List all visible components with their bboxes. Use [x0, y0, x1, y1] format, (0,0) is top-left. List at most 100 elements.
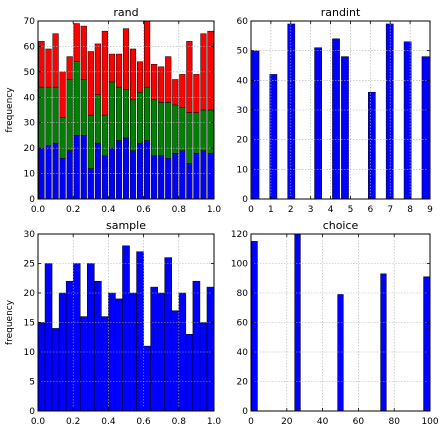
- bar-rand-3-s0: [59, 158, 66, 200]
- bar-randint-19: [421, 56, 430, 200]
- ytick-label-rand-1: 10: [24, 170, 36, 180]
- bar-rand-13-s0: [129, 150, 137, 200]
- axes-frame-rand: [37, 20, 215, 200]
- bar-sample-13: [129, 292, 137, 412]
- bar-rand-14-s2: [137, 61, 144, 93]
- bar-rand-22-s2: [193, 74, 200, 113]
- y-axis-label-sample: frequency: [5, 299, 15, 345]
- bar-rand-20-s0: [179, 150, 186, 200]
- bar-sample-8: [94, 280, 102, 412]
- bar-rand-16-s2: [151, 63, 158, 101]
- bar-rand-15-s2: [144, 20, 151, 88]
- ytick-label-rand-6: 60: [24, 42, 36, 52]
- bar-rand-15-s0: [144, 140, 151, 200]
- bar-rand-17-s0: [158, 155, 165, 200]
- bar-rand-12-s1: [122, 89, 130, 139]
- bar-rand-17-s1: [158, 102, 165, 157]
- bar-rand-9-s0: [101, 155, 108, 200]
- bar-rand-10-s1: [108, 81, 115, 149]
- bar-rand-8-s1: [94, 94, 101, 144]
- bar-rand-4-s1: [66, 79, 73, 151]
- bar-rand-8-s0: [94, 142, 101, 200]
- bar-rand-0-s1: [38, 86, 45, 149]
- bar-randint-0: [251, 50, 260, 200]
- bar-sample-11: [115, 298, 123, 412]
- ytick-label-rand-3: 30: [24, 119, 36, 129]
- panel-choice: 0 20 40 60 80 100 0 20 40 60 80 100 120 choice: [231, 219, 439, 427]
- ytick-label-choice-5: 100: [231, 260, 248, 270]
- ytick-label-rand-5: 50: [24, 68, 36, 78]
- xtick-label-randint-7: 7: [387, 205, 393, 215]
- bar-rand-24-s0: [207, 152, 214, 200]
- bar-rand-19-s0: [172, 152, 179, 200]
- bar-choice-18: [380, 273, 387, 412]
- bar-rand-22-s1: [193, 112, 200, 154]
- ytick-label-sample-0: 0: [29, 407, 35, 417]
- bar-sample-4: [65, 280, 74, 412]
- bar-sample-18: [164, 257, 173, 412]
- bar-rand-1-s1: [45, 86, 52, 146]
- bar-rand-0-s2: [38, 41, 45, 88]
- ytick-label-choice-6: 120: [231, 230, 248, 240]
- xtick-label-rand-0: 0.0: [31, 205, 46, 215]
- bar-rand-9-s2: [101, 30, 108, 116]
- bars-rand: [38, 20, 214, 200]
- y-axis-label-rand: frequency: [5, 87, 15, 133]
- xtick-label-rand-2: 0.4: [101, 205, 116, 215]
- ytick-label-rand-4: 40: [24, 93, 36, 103]
- bar-sample-22: [192, 280, 201, 412]
- bars-randint: [251, 23, 430, 200]
- ytick-label-randint-1: 10: [237, 165, 249, 175]
- bar-randint-10: [341, 56, 349, 200]
- bar-rand-6-s1: [80, 79, 87, 136]
- bar-sample-0: [37, 322, 46, 412]
- bar-rand-2-s2: [52, 33, 59, 88]
- ytick-label-randint-5: 50: [237, 47, 249, 57]
- bar-rand-22-s0: [193, 152, 200, 200]
- bar-rand-8-s2: [94, 43, 101, 95]
- panel-rand: 0.0 0.2 0.4 0.6 0.8 1.0 0 10 20 30 40 50 60 70 rand fre…: [5, 6, 221, 215]
- bar-rand-18-s2: [165, 56, 172, 103]
- ytick-label-randint-6: 60: [237, 17, 249, 27]
- bar-choice-0: [251, 241, 258, 412]
- bar-rand-11-s0: [115, 140, 123, 200]
- ytick-label-randint-0: 0: [242, 195, 248, 205]
- xtick-label-randint-5: 5: [348, 205, 354, 215]
- bar-randint-9: [332, 38, 340, 200]
- xtick-label-choice-5: 100: [421, 417, 438, 427]
- ytick-label-choice-2: 40: [237, 348, 249, 358]
- bar-rand-18-s1: [165, 102, 172, 159]
- xtick-label-randint-1: 1: [268, 205, 274, 215]
- ytick-label-sample-6: 30: [24, 230, 36, 240]
- ytick-label-sample-1: 5: [29, 378, 35, 388]
- panel-randint: 0 1 2 3 4 5 6 7 8 9 0 10 20 30 40 50 60 randint: [237, 6, 434, 215]
- bar-rand-12-s2: [122, 28, 130, 90]
- bar-rand-10-s2: [108, 53, 115, 83]
- chart-title-sample: sample: [106, 219, 146, 232]
- bar-rand-21-s1: [186, 112, 193, 164]
- bar-rand-14-s0: [137, 142, 144, 200]
- bar-rand-23-s1: [200, 109, 207, 151]
- ytick-label-randint-2: 20: [237, 136, 249, 146]
- chart-title-choice: choice: [323, 219, 359, 232]
- bar-sample-15: [143, 345, 151, 412]
- bar-sample-19: [171, 310, 180, 412]
- xtick-label-sample-1: 0.2: [66, 417, 80, 427]
- bar-sample-5: [72, 263, 81, 412]
- ytick-label-choice-0: 0: [242, 407, 248, 417]
- xtick-label-randint-9: 9: [427, 205, 433, 215]
- bar-randint-15: [385, 23, 394, 200]
- bar-rand-13-s2: [129, 48, 137, 101]
- bar-rand-5-s0: [73, 135, 80, 200]
- bar-rand-13-s1: [129, 99, 137, 151]
- xtick-label-rand-3: 0.6: [136, 205, 151, 215]
- bar-rand-4-s0: [66, 150, 73, 200]
- bar-rand-24-s1: [207, 109, 214, 154]
- bar-rand-16-s0: [151, 155, 158, 200]
- bar-rand-5-s2: [73, 23, 80, 62]
- panel-sample: 0.0 0.2 0.4 0.6 0.8 1.0 0 5 10 15 20 25 30 sample freq…: [5, 219, 221, 427]
- bar-sample-2: [51, 328, 60, 412]
- xtick-label-sample-2: 0.4: [101, 417, 116, 427]
- ytick-label-randint-4: 40: [237, 76, 249, 86]
